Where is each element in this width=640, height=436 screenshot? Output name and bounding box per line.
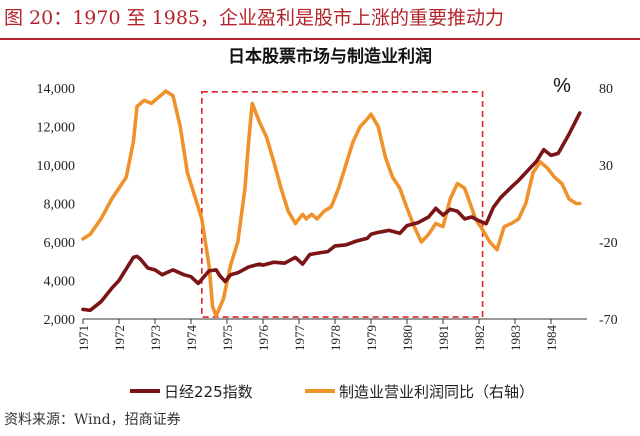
series-line-nikkei bbox=[81, 111, 582, 313]
x-tick-label: 1984 bbox=[544, 325, 559, 352]
x-tick-label: 1982 bbox=[472, 325, 487, 351]
legend-label-profit: 制造业营业利润同比（右轴） bbox=[339, 383, 534, 401]
source-note: 资料来源：Wind，招商证券 bbox=[4, 412, 181, 428]
y-right-tick-label: 30 bbox=[599, 159, 613, 174]
highlight-box bbox=[201, 91, 484, 318]
y-right-tick-label: 80 bbox=[599, 82, 613, 97]
axes: 2,000 4,000 6,000 8,000 10,000 12,000 14,000 -7… bbox=[37, 82, 618, 351]
y-right-tick-label: -70 bbox=[599, 313, 618, 328]
series-line-profit bbox=[81, 89, 582, 318]
x-tick-label: 1977 bbox=[292, 325, 307, 352]
chart-title: 日本股票市场与制造业利润 bbox=[228, 46, 432, 67]
series-layer bbox=[81, 89, 582, 318]
x-tick-label: 1976 bbox=[256, 325, 271, 352]
legend-label-nikkei: 日经225指数 bbox=[164, 383, 253, 401]
y-left-tick-label: 10,000 bbox=[37, 159, 76, 174]
x-tick-label: 1978 bbox=[328, 325, 343, 351]
legend: 日经225指数 制造业营业利润同比（右轴） bbox=[130, 383, 534, 401]
x-tick-label: 1972 bbox=[112, 325, 127, 351]
figure-title: 图 20：1970 至 1985，企业盈利是股市上涨的重要推动力 bbox=[4, 7, 505, 29]
x-tick-label: 1979 bbox=[364, 325, 379, 351]
y-left-tick-label: 12,000 bbox=[37, 121, 76, 136]
x-tick-label: 1974 bbox=[184, 325, 199, 352]
y-left-tick-label: 6,000 bbox=[44, 236, 76, 251]
x-tick-label: 1980 bbox=[400, 325, 415, 351]
highlight-layer bbox=[201, 91, 484, 318]
y-left-tick-label: 8,000 bbox=[44, 198, 76, 213]
x-tick-label: 1983 bbox=[508, 325, 523, 351]
x-tick-label: 1971 bbox=[76, 325, 91, 351]
x-tick-label: 1975 bbox=[220, 325, 235, 351]
x-tick-label: 1981 bbox=[436, 325, 451, 351]
y-left-tick-label: 2,000 bbox=[44, 313, 76, 328]
title-rule bbox=[0, 38, 640, 40]
y-right-tick-label: -20 bbox=[599, 236, 618, 251]
y-left-tick-label: 14,000 bbox=[37, 82, 76, 97]
x-tick-label: 1973 bbox=[148, 325, 163, 351]
chart: 日本股票市场与制造业利润 % 2,000 4,000 6,000 8,000 10,00… bbox=[37, 46, 618, 401]
right-axis-unit: % bbox=[553, 75, 571, 97]
y-left-tick-label: 4,000 bbox=[44, 275, 76, 290]
